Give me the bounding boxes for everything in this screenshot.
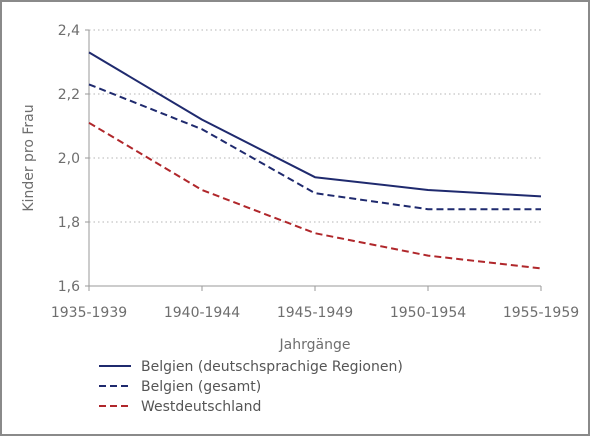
y-tick-label: 1,8	[58, 215, 80, 231]
y-tick-label: 2,4	[58, 23, 80, 39]
grid-lines	[89, 29, 541, 223]
y-tick-label: 1,6	[58, 279, 80, 295]
x-tick-label: 1955-1959	[503, 305, 579, 321]
legend-label: Westdeutschland	[141, 399, 261, 415]
x-tick-label: 1940-1944	[164, 305, 240, 321]
y-tick-labels: 1,6 1,8 2,0 2,2 2,4	[58, 23, 89, 295]
x-tick-labels: 1935-1939 1940-1944 1945-1949 1950-1954 1955…	[51, 286, 579, 321]
x-axis-title: Jahrgänge	[279, 337, 351, 353]
y-tick-label: 2,2	[58, 87, 80, 103]
y-tick-label: 2,0	[58, 151, 80, 167]
series-line-2	[88, 83, 541, 211]
legend-label: Belgien (deutschsprachige Regionen)	[141, 359, 403, 375]
series-line-1	[88, 51, 542, 198]
legend-label: Belgien (gesamt)	[141, 379, 261, 395]
legend: Belgien (deutschsprachige Regionen) Belgi…	[99, 359, 403, 415]
y-axis-title: Kinder pro Frau	[21, 104, 37, 211]
series-lines	[88, 51, 542, 270]
x-tick-label: 1945-1949	[277, 305, 353, 321]
x-tick-label: 1935-1939	[51, 305, 127, 321]
x-tick-label: 1950-1954	[390, 305, 466, 321]
series-line-3	[88, 121, 542, 270]
